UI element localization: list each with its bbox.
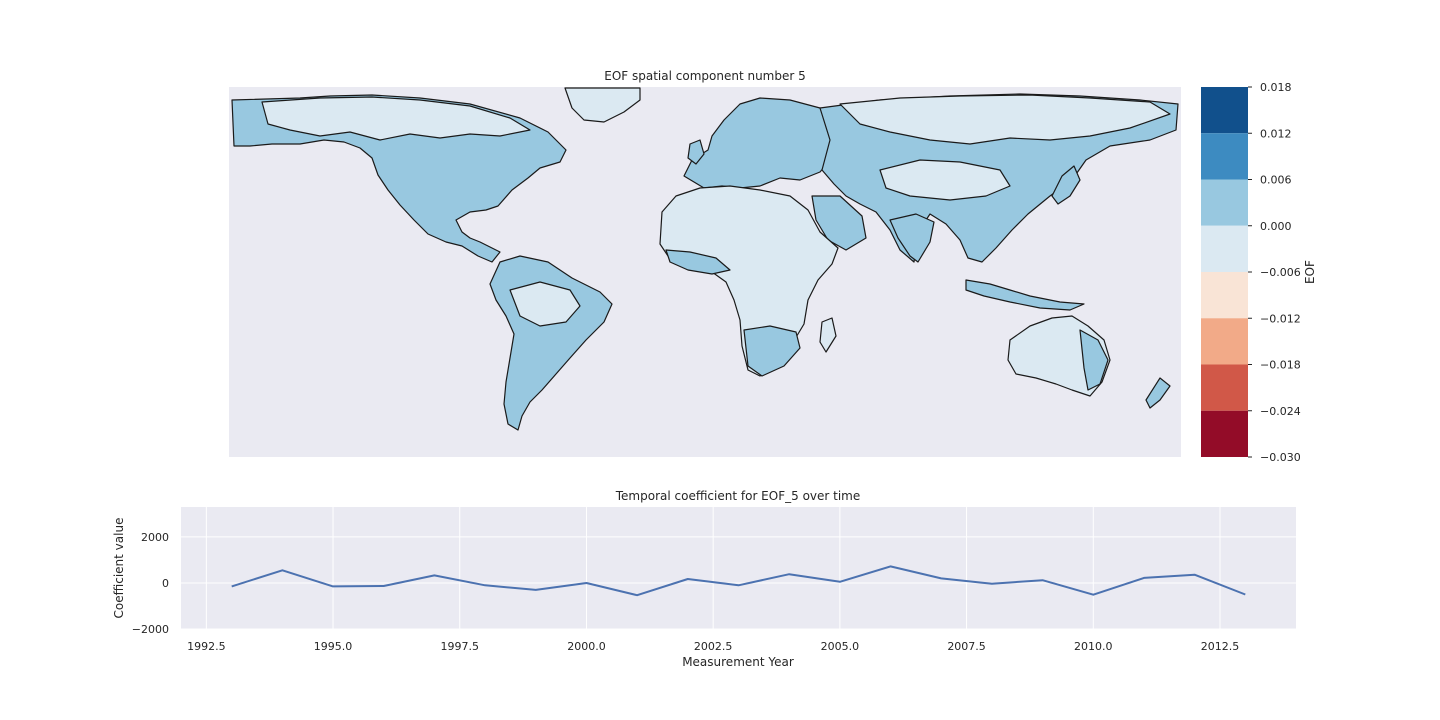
landmass-canada-north — [261, 96, 531, 141]
colorbar-level-5 — [1201, 318, 1248, 365]
x-tick-label: 2005.0 — [821, 640, 860, 653]
x-tick-label: 1992.5 — [187, 640, 226, 653]
landmass-indonesia — [965, 279, 1085, 311]
colorbar-level-2 — [1201, 179, 1248, 226]
map-title: EOF spatial component number 5 — [604, 69, 806, 83]
timeseries-title: Temporal coefficient for EOF_5 over time — [615, 489, 861, 503]
world-map — [231, 87, 1179, 431]
colorbar-tick-label: −0.006 — [1260, 266, 1301, 279]
landmass-africa-south — [743, 325, 801, 377]
colorbar-level-1 — [1201, 133, 1248, 180]
colorbar-tick-label: 0.006 — [1260, 174, 1292, 187]
y-tick-label: −2000 — [132, 623, 169, 636]
timeseries-plot-area — [181, 507, 1296, 629]
series-line-0 — [231, 565, 1246, 597]
landmass-amazon — [509, 281, 581, 327]
x-tick-label: 2000.0 — [567, 640, 606, 653]
timeseries-panel: Temporal coefficient for EOF_5 over time… — [112, 489, 1296, 669]
colorbar-tick-label: 0.018 — [1260, 81, 1292, 94]
y-tick-label: 2000 — [141, 531, 169, 544]
timeseries-y-label: Coefficient value — [112, 518, 126, 619]
landmass-central-asia — [879, 159, 1011, 201]
landmass-arabia — [811, 195, 867, 251]
colorbar-tick-label: −0.024 — [1260, 405, 1301, 418]
colorbar-tick-label: −0.012 — [1260, 312, 1301, 325]
colorbar-tick-label: 0.000 — [1260, 220, 1292, 233]
timeseries-y-ticks: −2000 0 2000 — [132, 531, 169, 636]
colorbar-tick-label: −0.018 — [1260, 359, 1301, 372]
x-tick-label: 2002.5 — [694, 640, 733, 653]
colorbar-levels — [1201, 87, 1248, 457]
landmass-madagascar — [819, 317, 837, 353]
timeseries-series — [231, 565, 1246, 597]
map-panel: EOF spatial component number 5 — [229, 69, 1317, 464]
landmass-west-africa — [665, 249, 731, 275]
x-tick-label: 2010.0 — [1074, 640, 1113, 653]
colorbar: 0.018 0.012 0.006 0.000 −0.006 −0.012 −0.018 −0… — [1201, 81, 1317, 464]
x-tick-label: 2007.5 — [947, 640, 986, 653]
colorbar-level-0 — [1201, 87, 1248, 134]
colorbar-label: EOF — [1303, 260, 1317, 284]
colorbar-ticks: 0.018 0.012 0.006 0.000 −0.006 −0.012 −0.018 −0… — [1248, 81, 1301, 464]
landmass-siberia — [839, 94, 1171, 145]
colorbar-level-6 — [1201, 364, 1248, 411]
timeseries-x-ticks: 1992.5 1995.0 1997.5 2000.0 2002.5 2005.0 2007… — [187, 640, 1239, 653]
x-tick-label: 1995.0 — [314, 640, 353, 653]
timeseries-grid — [181, 507, 1296, 630]
y-tick-label: 0 — [162, 577, 169, 590]
landmass-greenland — [564, 87, 641, 123]
colorbar-level-7 — [1201, 410, 1248, 457]
landmass-north-america — [231, 94, 567, 263]
landmass-japan — [1051, 165, 1081, 205]
landmass-india — [889, 213, 935, 263]
x-tick-label: 1997.5 — [441, 640, 480, 653]
timeseries-x-label: Measurement Year — [682, 655, 794, 669]
colorbar-tick-label: 0.012 — [1260, 127, 1292, 140]
x-tick-label: 2012.5 — [1201, 640, 1240, 653]
colorbar-level-4 — [1201, 272, 1248, 319]
landmass-australia-east — [1079, 329, 1109, 391]
colorbar-tick-label: −0.030 — [1260, 451, 1301, 464]
landmass-uk — [687, 139, 705, 165]
colorbar-level-3 — [1201, 225, 1248, 272]
landmass-new-zealand — [1145, 377, 1171, 409]
